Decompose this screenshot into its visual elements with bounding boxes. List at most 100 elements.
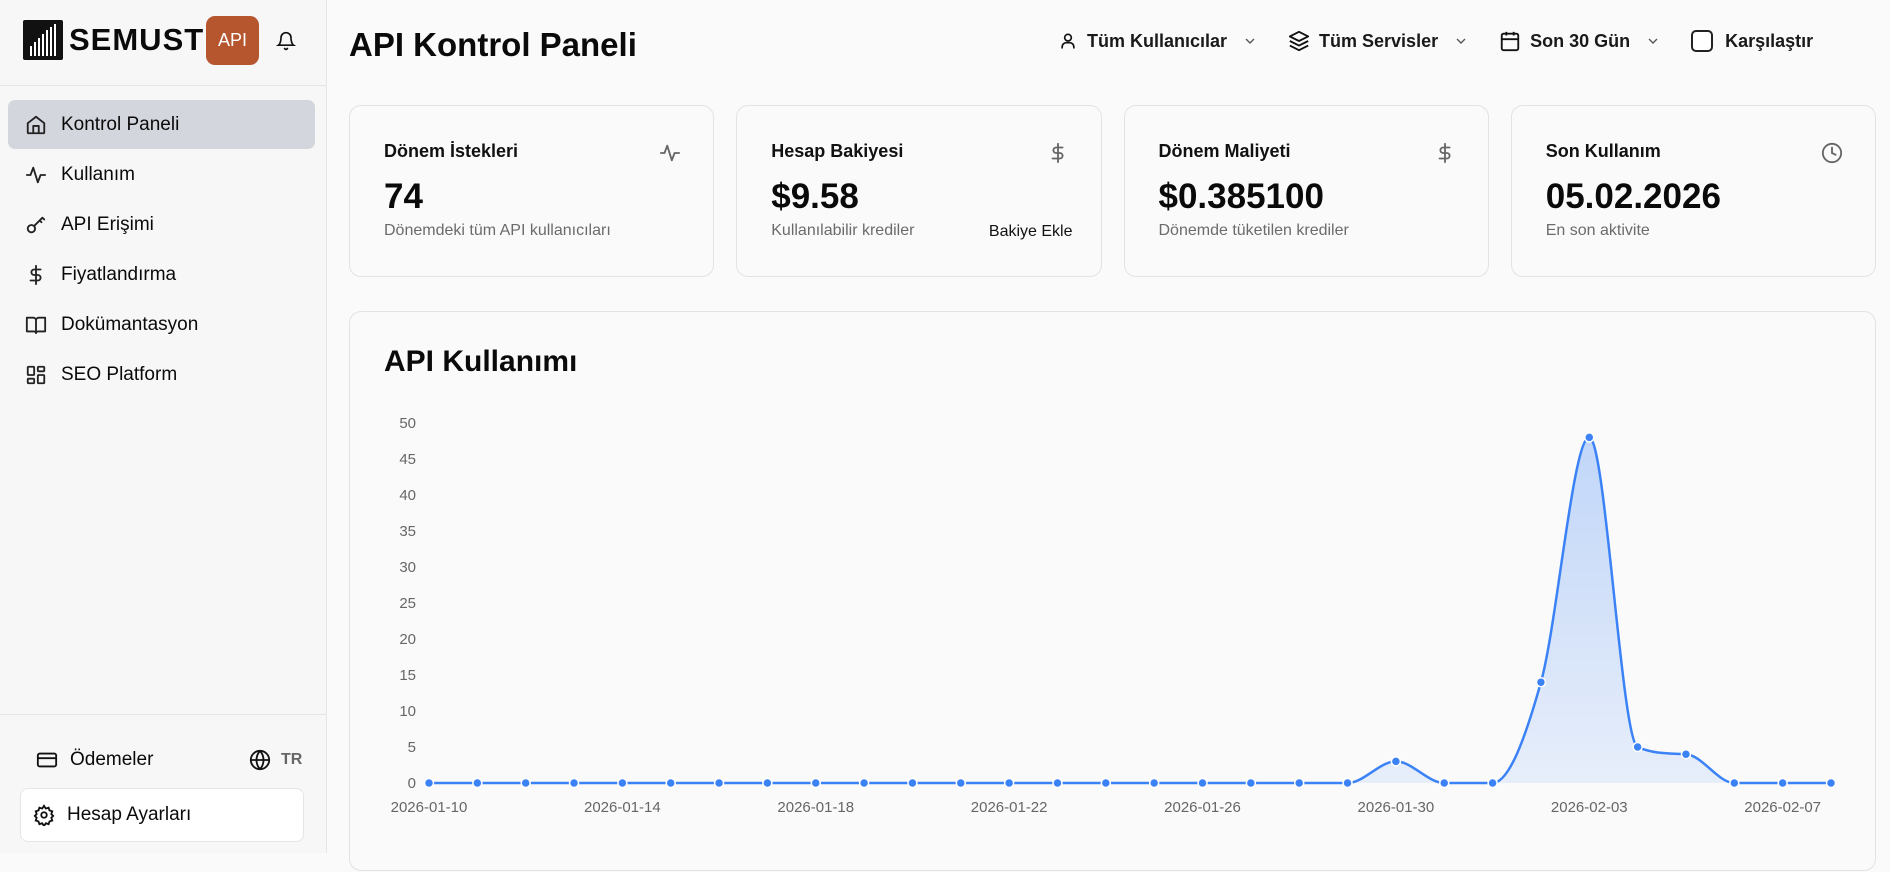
card-value: $0.385100 [1158, 177, 1324, 216]
data-point [1825, 777, 1837, 789]
data-point [520, 777, 531, 789]
sidebar-item-kontrol-paneli[interactable]: Kontrol Paneli [8, 100, 315, 149]
credit-card-icon [36, 752, 58, 768]
grid-icon [26, 365, 46, 384]
chevron-down-icon [1456, 38, 1466, 44]
users-filter-dropdown[interactable]: Tüm Kullanıcılar [1058, 31, 1258, 52]
data-point [423, 777, 435, 789]
activity-icon [660, 144, 681, 162]
card-subtext: Kullanılabilir krediler [771, 222, 915, 239]
y-tick-label: 0 [408, 775, 416, 792]
data-point [1680, 748, 1692, 760]
compare-label: Karşılaştır [1725, 30, 1814, 51]
sidebar-item-label: Dokümantasyon [61, 313, 199, 335]
services-filter-dropdown[interactable]: Tüm Servisler [1288, 30, 1469, 52]
card-label: Son Kullanım [1545, 141, 1661, 161]
card-value: 74 [384, 177, 423, 216]
sidebar-item-seo-platform[interactable]: SEO Platform [8, 350, 315, 399]
data-point [907, 777, 918, 789]
stat-card-account-balance: Hesap Bakiyesi $9.58 Kullanılabilir kred… [736, 105, 1102, 277]
api-badge[interactable]: API [206, 16, 259, 65]
data-point [1342, 777, 1353, 789]
card-subtext: Dönemde tüketilen krediler [1158, 222, 1349, 239]
sidebar-item-label: Kontrol Paneli [61, 113, 180, 135]
payments-label: Ödemeler [70, 749, 154, 770]
x-tick-label: 2026-01-18 [777, 799, 854, 816]
home-icon [26, 115, 46, 134]
data-point [1148, 777, 1160, 789]
y-tick-label: 25 [399, 595, 416, 612]
services-filter-label: Tüm Servisler [1319, 30, 1439, 51]
data-point [1777, 777, 1788, 789]
data-point [1003, 777, 1015, 789]
usage-line [429, 436, 1831, 785]
sidebar: SEMUST API Kontrol Paneli Kullanım API E… [0, 0, 327, 853]
sidebar-item-kullanim[interactable]: Kullanım [8, 150, 315, 199]
user-icon [1061, 33, 1075, 49]
sidebar-item-fiyatlandirma[interactable]: Fiyatlandırma [8, 250, 315, 299]
sidebar-item-label: API Erişimi [61, 213, 154, 235]
card-subtext: Dönemdeki tüm API kullanıcıları [384, 222, 611, 239]
period-filter-dropdown[interactable]: Son 30 Gün [1499, 30, 1661, 52]
stat-card-period-cost: Dönem Maliyeti $0.385100 Dönemde tüketil… [1123, 105, 1489, 277]
period-filter-label: Son 30 Gün [1530, 30, 1631, 51]
data-point [617, 777, 628, 789]
logo[interactable]: SEMUST [23, 20, 204, 60]
data-point [713, 777, 725, 789]
y-tick-label: 45 [399, 451, 416, 468]
chart-title: API Kullanımı [384, 345, 578, 378]
dollar-icon [1051, 142, 1063, 164]
page-title: API Kontrol Paneli [349, 26, 637, 63]
data-point [858, 777, 870, 789]
logo-text: SEMUST [69, 22, 205, 57]
y-tick-label: 20 [399, 631, 416, 648]
bell-icon[interactable] [275, 30, 297, 57]
data-point [1438, 777, 1450, 789]
y-tick-label: 35 [399, 523, 416, 540]
data-point [1729, 777, 1740, 789]
data-point [810, 777, 822, 789]
card-value: 05.02.2026 [1545, 177, 1721, 216]
add-balance-button[interactable]: Bakiye Ekle [988, 223, 1073, 240]
sidebar-item-label: Kullanım [61, 163, 135, 185]
book-icon [25, 316, 47, 334]
x-tick-label: 2026-01-30 [1358, 799, 1435, 816]
y-tick-label: 5 [408, 739, 416, 756]
sidebar-item-label: Fiyatlandırma [61, 263, 177, 285]
x-tick-label: 2026-01-14 [584, 799, 661, 816]
account-settings-button[interactable]: Hesap Ayarları [20, 788, 304, 842]
users-filter-label: Tüm Kullanıcılar [1087, 30, 1228, 51]
x-tick-label: 2026-02-07 [1744, 799, 1821, 816]
x-tick-label: 2026-01-22 [971, 799, 1048, 816]
clock-icon [1821, 142, 1843, 164]
data-point [1052, 777, 1063, 789]
usage-area [429, 437, 1831, 783]
data-point [1245, 777, 1257, 789]
data-point [665, 777, 676, 789]
card-label: Dönem Maliyeti [1158, 141, 1291, 161]
brand-header: SEMUST API [0, 0, 326, 86]
card-value: $9.58 [771, 177, 859, 216]
sidebar-item-label: SEO Platform [61, 363, 178, 385]
compare-toggle[interactable]: Karşılaştır [1691, 30, 1813, 52]
data-point [1293, 777, 1305, 789]
compare-checkbox[interactable] [1691, 30, 1714, 52]
data-point [472, 777, 483, 789]
sidebar-item-api-erisimi[interactable]: API Erişimi [8, 200, 315, 249]
payments-link[interactable]: Ödemeler [36, 749, 153, 771]
activity-icon [25, 166, 47, 183]
api-usage-chart-card: 0 5 10 15 20 25 30 35 40 45 50 2026-01-10 2026-01-14… [349, 311, 1876, 871]
data-point [1100, 777, 1112, 789]
y-tick-label: 15 [399, 667, 416, 684]
language-switcher[interactable]: TR [249, 749, 302, 771]
sidebar-item-dokumantasyon[interactable]: Dokümantasyon [8, 300, 315, 349]
sidebar-footer: Ödemeler TR Hesap Ayarları [0, 714, 326, 853]
data-point [1197, 777, 1208, 789]
y-tick-label: 50 [399, 415, 416, 432]
chevron-down-icon [1648, 38, 1658, 44]
calendar-icon [1500, 31, 1520, 52]
y-tick-label: 40 [399, 487, 416, 504]
api-usage-chart: 0 5 10 15 20 25 30 35 40 45 50 2026-01-10 2026-01-14… [391, 415, 1837, 816]
x-tick-label: 2026-01-10 [391, 799, 468, 816]
language-code: TR [281, 751, 303, 768]
